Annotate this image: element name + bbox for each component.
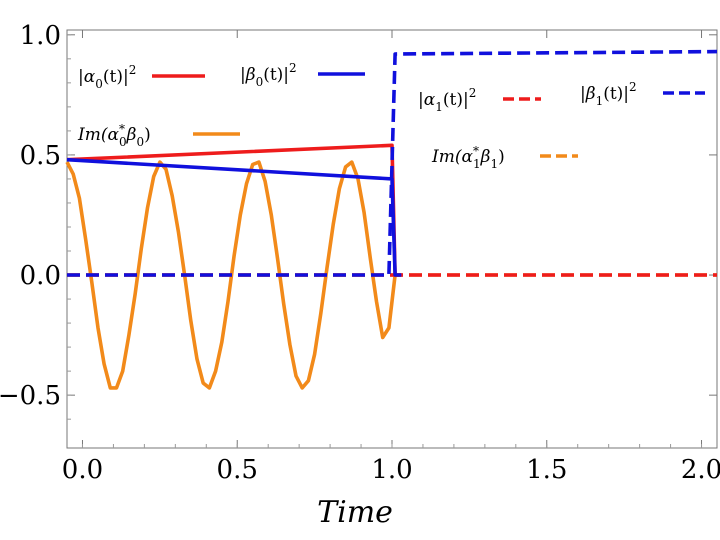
legend-label: Im(α* 0β0) [77, 122, 151, 149]
y-tick-label: 0.0 [20, 261, 61, 291]
legend-item-beta0: |β0(t)|2 [240, 61, 365, 89]
legend: |α0(t)|2 |β0(t)|2 Im(α* 0β0) |α1(t)|2 |β1(t)|… [77, 61, 705, 171]
x-tick-label: 1.0 [371, 455, 412, 485]
y-tick-label: 0.5 [20, 141, 61, 171]
legend-label: |α0(t)|2 [78, 63, 136, 91]
x-axis-title: Time [317, 495, 393, 530]
legend-item-alpha0: |α0(t)|2 [78, 63, 205, 91]
legend-label: Im(α* 1β1) [431, 144, 505, 171]
legend-label: |β0(t)|2 [240, 61, 297, 89]
ticks: 0.0 0.5 1.0 1.5 2.0 −0.5 0.0 0.5 1.0 [0, 21, 720, 485]
x-tick-label: 1.5 [526, 455, 567, 485]
legend-item-im1: Im(α* 1β1) [431, 144, 578, 171]
series-layer [65, 49, 718, 390]
legend-item-im0: Im(α* 0β0) [77, 122, 240, 149]
y-tick-label: −0.5 [0, 381, 61, 411]
legend-item-alpha1: |α1(t)|2 [418, 86, 541, 114]
y-tick-label: 1.0 [20, 21, 61, 51]
series-im0-line [65, 160, 402, 390]
legend-label: |β1(t)|2 [580, 80, 637, 108]
x-tick-label: 2.0 [681, 455, 720, 485]
series-beta0-line [66, 157, 402, 277]
x-tick-label: 0.5 [217, 455, 258, 485]
x-tick-label: 0.0 [62, 455, 103, 485]
legend-label: |α1(t)|2 [418, 86, 476, 114]
legend-item-beta1: |β1(t)|2 [580, 80, 705, 108]
series-beta1-line [67, 49, 718, 277]
